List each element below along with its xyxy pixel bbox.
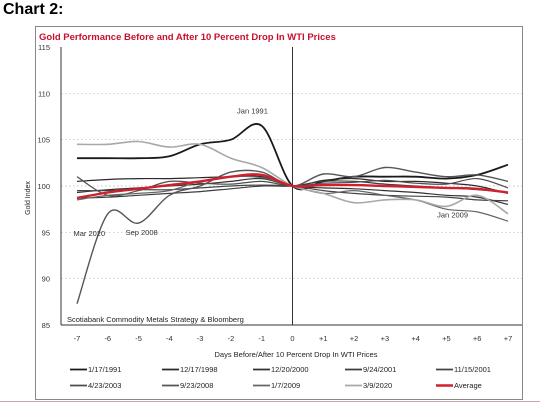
annotation-layer: Jan 1991 Mar 2020 Sep 2008 Jan 2009 (73, 107, 468, 238)
legend-label-1-7-2009: 1/7/2009 (271, 381, 300, 390)
legend-label-12-20-2000: 12/20/2000 (271, 365, 309, 374)
y-tick-label: 115 (38, 43, 50, 52)
chart-frame (35, 26, 523, 400)
y-tick-label: 100 (37, 182, 50, 191)
chart-heading: Chart 2: (3, 1, 64, 18)
annotation-label: Mar 2020 (73, 229, 105, 238)
x-tick-label: +1 (319, 334, 328, 343)
legend-label-9-24-2001: 9/24/2001 (363, 365, 396, 374)
series-layer (76, 123, 509, 304)
x-tick-label: 0 (290, 334, 294, 343)
annotation-label: Sep 2008 (126, 228, 158, 237)
x-axis-label: Days Before/After 10 Percent Drop In WTI… (215, 350, 378, 359)
x-tick-label: +3 (381, 334, 390, 343)
legend-label-12-17-1998: 12/17/1998 (180, 365, 218, 374)
y-tick-label: 90 (42, 275, 50, 284)
x-tick-label: -3 (197, 334, 204, 343)
legend-label-11-15-2001: 11/15/2001 (454, 365, 491, 374)
x-tick-label: -4 (166, 334, 173, 343)
y-tick-label: 105 (37, 136, 50, 145)
legend-label-1-17-1991: 1/17/1991 (88, 365, 121, 374)
x-tick-label: -6 (104, 334, 111, 343)
legend: 1/17/1991 12/17/1998 12/20/2000 9/24/2001 11… (70, 365, 491, 390)
x-tick-label: -1 (258, 334, 265, 343)
source-note: Scotiabank Commodity Metals Strategy & B… (67, 315, 244, 324)
x-tick-label: -7 (74, 334, 81, 343)
x-tick-label: +6 (473, 334, 482, 343)
grid-layer (61, 92, 522, 280)
x-tick-label: +7 (504, 334, 513, 343)
legend-label-3-9-2020: 3/9/2020 (363, 381, 392, 390)
y-tick-label: 95 (42, 228, 50, 237)
page-divider (0, 401, 540, 402)
chart-title: Gold Performance Before and After 10 Per… (39, 32, 336, 43)
annotation-label: Jan 2009 (437, 211, 468, 220)
axes-layer: 85 90 95 100 105 110 115 -7 -6 -5 -4 -3 -2 -1 0 +1 +2 +3 +… (37, 43, 522, 343)
x-tick-label: -2 (228, 334, 235, 343)
x-tick-label: -5 (135, 334, 142, 343)
x-tick-label: +4 (411, 334, 420, 343)
legend-label-4-23-2003: 4/23/2003 (88, 381, 121, 390)
y-tick-label: 85 (42, 321, 50, 330)
x-tick-label: +5 (442, 334, 451, 343)
y-axis-label: Gold Index (25, 181, 32, 215)
x-tick-label: +2 (350, 334, 359, 343)
legend-label-9-23-2008: 9/23/2008 (180, 381, 213, 390)
series-line-average (76, 173, 509, 200)
legend-label-average: Average (454, 381, 482, 390)
annotation-label: Jan 1991 (237, 107, 268, 116)
y-tick-label: 110 (38, 89, 50, 98)
